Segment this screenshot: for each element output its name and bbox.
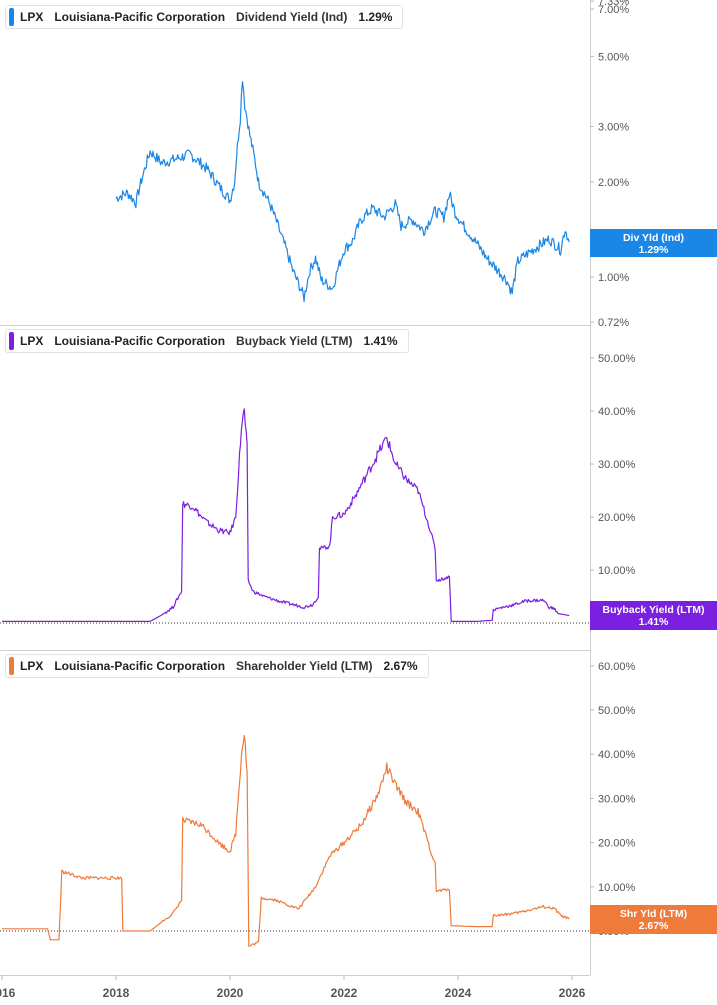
legend-ticker: LPX [20, 334, 44, 348]
x-tick-label: 2016 [0, 986, 16, 1000]
y-tick-label: 60.00% [598, 661, 636, 673]
legend-company: Louisiana-Pacific Corporation [54, 334, 226, 348]
legend-ticker: LPX [20, 10, 44, 24]
shareholder-value-tag: Shr Yld (LTM) 2.67% [590, 905, 717, 934]
buyback-legend: LPX Louisiana-Pacific Corporation Buybac… [5, 329, 409, 353]
y-tick-label: 50.00% [598, 705, 636, 717]
y-tick-label: 7.33% [598, 0, 629, 8]
x-tick-label: 2022 [331, 986, 358, 1000]
shareholder-series-line [2, 734, 570, 947]
y-tick-label: 1.00% [598, 272, 629, 284]
y-tick-label: 10.00% [598, 565, 636, 577]
tag-value: 1.41% [638, 616, 669, 628]
y-tick-label: 30.00% [598, 793, 636, 805]
y-tick-label: 20.00% [598, 838, 636, 850]
tag-name: Shr Yld (LTM) [619, 908, 688, 920]
legend-metric: Shareholder Yield (LTM) [236, 659, 373, 673]
y-tick-label: 10.00% [598, 882, 636, 894]
y-tick-label: 2.00% [598, 177, 629, 189]
buyback-value-tag: Buyback Yield (LTM) 1.41% [590, 601, 717, 630]
dividend-series-line [115, 81, 570, 303]
legend-ticker: LPX [20, 659, 44, 673]
legend-metric: Buyback Yield (LTM) [236, 334, 353, 348]
tag-value: 2.67% [638, 920, 669, 932]
y-tick-label: 40.00% [598, 406, 636, 418]
legend-company: Louisiana-Pacific Corporation [54, 10, 226, 24]
y-tick-label: 7.00% [598, 4, 629, 16]
dividend-swatch [9, 8, 14, 26]
buyback-series-line [2, 408, 570, 622]
shareholder-legend: LPX Louisiana-Pacific Corporation Shareh… [5, 654, 429, 678]
legend-company: Louisiana-Pacific Corporation [54, 659, 226, 673]
legend-metric: Dividend Yield (Ind) [236, 10, 348, 24]
y-tick-label: 40.00% [598, 749, 636, 761]
x-tick-label: 2020 [217, 986, 244, 1000]
dividend-value-tag: Div Yld (Ind) 1.29% [590, 229, 717, 257]
y-tick-label: 0.72% [598, 317, 629, 329]
y-tick-label: 30.00% [598, 459, 636, 471]
x-tick-label: 2018 [103, 986, 130, 1000]
y-tick-label: 20.00% [598, 512, 636, 524]
dividend-legend: LPX Louisiana-Pacific Corporation Divide… [5, 5, 404, 29]
tag-name: Div Yld (Ind) [622, 232, 685, 244]
y-tick-label: 3.00% [598, 121, 629, 133]
y-tick-label: 50.00% [598, 353, 636, 365]
legend-value: 1.29% [358, 10, 393, 24]
tag-value: 1.29% [638, 244, 669, 256]
legend-value: 1.41% [363, 334, 398, 348]
y-tick-label: 5.00% [598, 51, 629, 63]
tag-name: Buyback Yield (LTM) [602, 604, 705, 616]
x-tick-label: 2024 [445, 986, 472, 1000]
x-tick-label: 2026 [559, 986, 586, 1000]
buyback-swatch [9, 332, 14, 350]
legend-value: 2.67% [383, 659, 418, 673]
shareholder-swatch [9, 657, 14, 675]
